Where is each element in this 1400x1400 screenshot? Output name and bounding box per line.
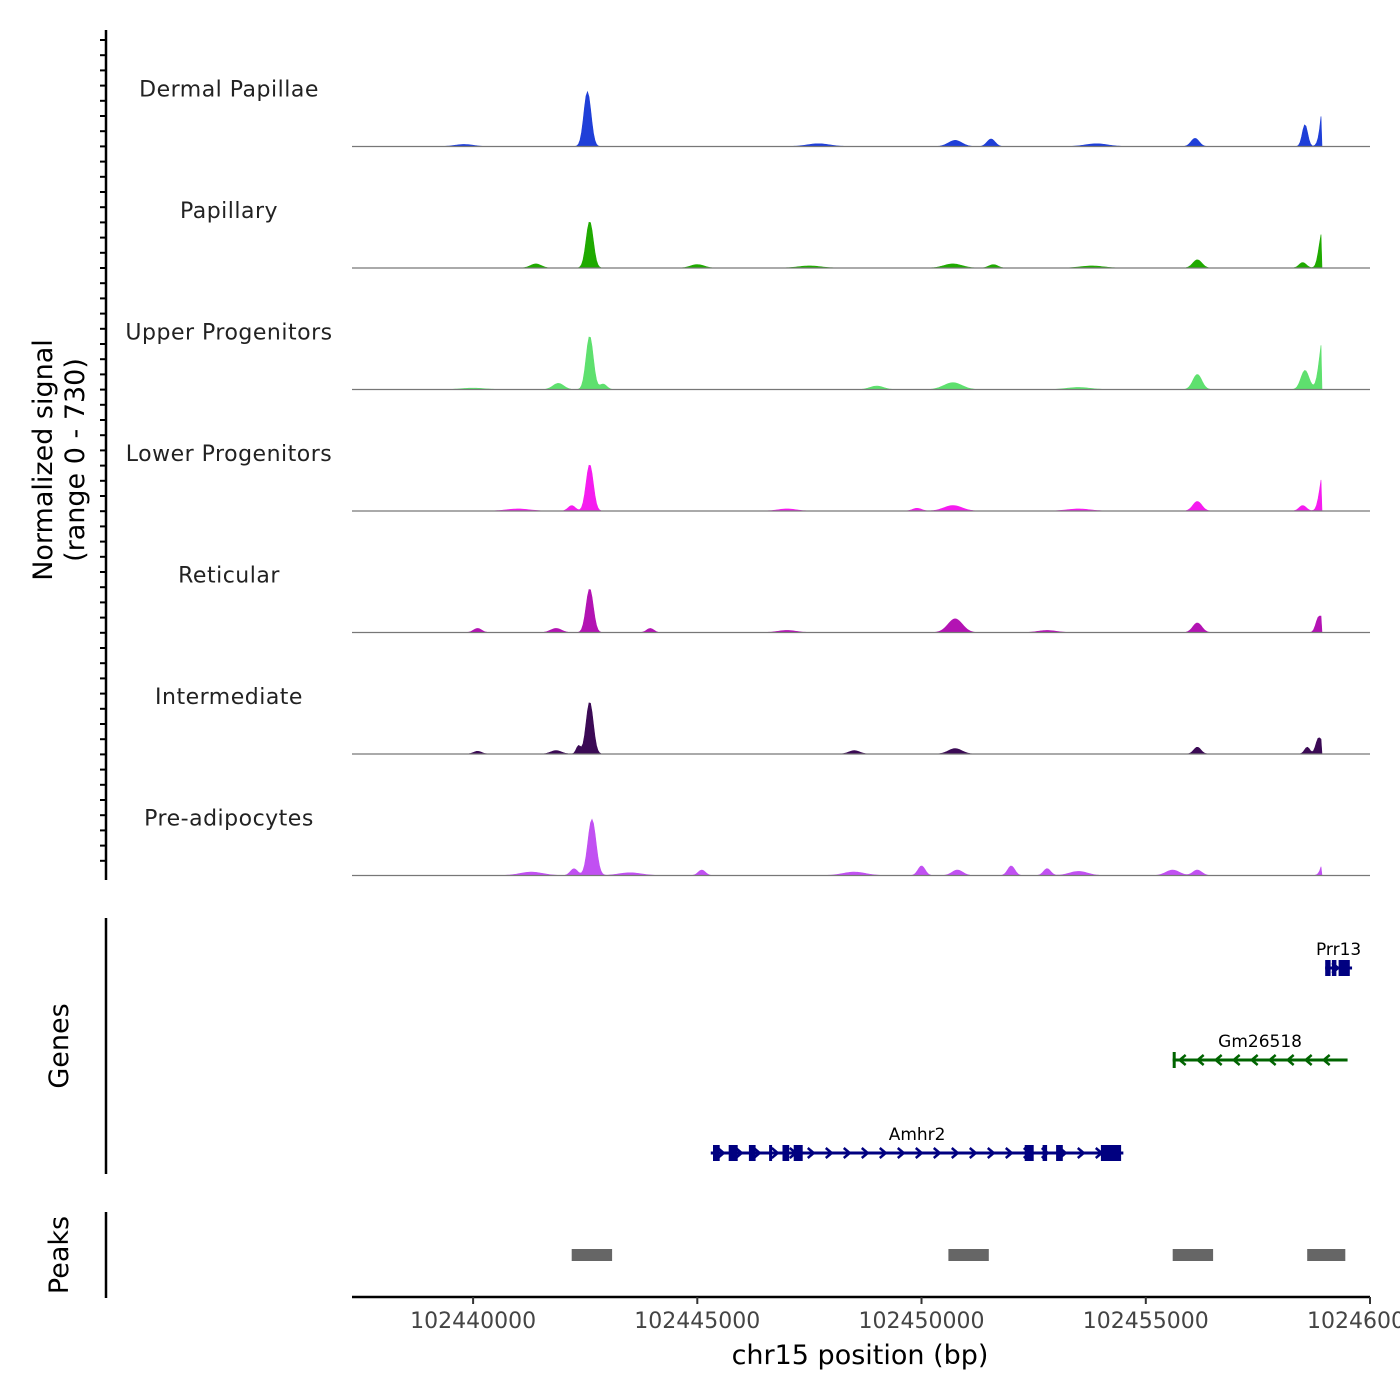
- peak-regions-track: [571, 1249, 1346, 1261]
- strand-arrow: [914, 1147, 924, 1159]
- strand-arrow: [1004, 1147, 1014, 1159]
- exon-block: [1172, 1052, 1176, 1068]
- exon-block: [1024, 1145, 1034, 1161]
- x-tick-label: 102460000: [1307, 1309, 1400, 1334]
- gene-label: Prr13: [1316, 940, 1361, 960]
- exon-block: [1338, 960, 1350, 976]
- strand-arrow: [860, 1147, 870, 1159]
- coverage-tracks: Dermal Papillae Papillary Upper Progenitor…: [125, 78, 1370, 877]
- strand-arrow: [734, 1147, 744, 1159]
- y-axis-label: Normalized signal: [28, 339, 59, 581]
- gene-gm26518: Gm26518: [1172, 1032, 1348, 1068]
- exon-block: [1331, 960, 1337, 976]
- track-papillary: Papillary: [180, 199, 1370, 269]
- strand-arrow: [1285, 1054, 1295, 1066]
- strand-arrow: [1177, 1054, 1187, 1066]
- strand-arrow: [1195, 1054, 1205, 1066]
- track-label: Papillary: [180, 199, 278, 224]
- gene-annotation-track: Prr13 Gm26518 Amhr2: [710, 940, 1361, 1161]
- y-axis-range-label: (range 0 - 730): [60, 358, 91, 562]
- track-intermediate: Intermediate: [155, 685, 1370, 755]
- x-axis-ticks: 102440000 102445000 102450000 102455000 1024…: [410, 1297, 1400, 1334]
- x-tick-label: 102445000: [634, 1309, 760, 1334]
- strand-arrow: [824, 1147, 834, 1159]
- exon-block: [1325, 960, 1331, 976]
- track-label: Pre-adipocytes: [144, 807, 314, 832]
- exon-block: [1042, 1145, 1048, 1161]
- peak-region: [1307, 1249, 1346, 1261]
- strand-arrow: [986, 1147, 996, 1159]
- strand-arrow: [1213, 1054, 1223, 1066]
- strand-arrow: [932, 1147, 942, 1159]
- x-tick-label: 102455000: [1083, 1309, 1209, 1334]
- coverage-area-reticular: [397, 589, 1323, 633]
- exon-block: [769, 1145, 773, 1161]
- exon-block: [1100, 1145, 1122, 1161]
- gene-prr13: Prr13: [1316, 940, 1361, 976]
- gene-label: Amhr2: [889, 1125, 946, 1145]
- track-upper-progenitors: Upper Progenitors: [125, 321, 1370, 391]
- track-lower-progenitors: Lower Progenitors: [126, 442, 1370, 512]
- exon-block: [793, 1145, 803, 1161]
- strand-arrow: [716, 1147, 726, 1159]
- exon-block: [748, 1145, 756, 1161]
- coverage-area-upper-progenitors: [397, 336, 1323, 390]
- strand-arrow: [806, 1147, 816, 1159]
- strand-arrow: [770, 1147, 780, 1159]
- exon-block: [782, 1145, 790, 1161]
- track-pre-adipocytes: Pre-adipocytes: [144, 807, 1370, 877]
- strand-arrow: [1076, 1147, 1086, 1159]
- strand-arrow: [842, 1147, 852, 1159]
- track-label: Dermal Papillae: [139, 78, 319, 103]
- strand-arrow: [752, 1147, 762, 1159]
- exon-block: [1056, 1145, 1063, 1161]
- track-label: Reticular: [178, 564, 280, 589]
- strand-arrow: [950, 1147, 960, 1159]
- track-reticular: Reticular: [178, 564, 1370, 634]
- peak-region: [571, 1249, 613, 1261]
- strand-arrow: [968, 1147, 978, 1159]
- coverage-area-intermediate: [397, 702, 1323, 755]
- peak-region: [948, 1249, 989, 1261]
- strand-arrow: [1249, 1054, 1259, 1066]
- coverage-area-lower-progenitors: [397, 464, 1323, 512]
- track-label: Lower Progenitors: [126, 442, 332, 467]
- strand-arrow: [1231, 1054, 1241, 1066]
- strand-arrow: [896, 1147, 906, 1159]
- peak-region: [1172, 1249, 1214, 1261]
- coverage-y-ticks: [100, 39, 106, 862]
- track-label: Intermediate: [155, 685, 303, 710]
- coverage-area-dermal-papillae: [397, 90, 1323, 147]
- peaks-axis-label: Peaks: [44, 1216, 75, 1294]
- coverage-y-axis: [100, 30, 108, 880]
- coverage-area-pre-adipocytes: [397, 818, 1323, 876]
- x-tick-label: 102450000: [859, 1309, 985, 1334]
- strand-arrow: [878, 1147, 888, 1159]
- strand-arrow: [1267, 1054, 1277, 1066]
- track-label: Upper Progenitors: [125, 321, 332, 346]
- coverage-area-papillary: [397, 221, 1323, 269]
- gene-amhr2: Amhr2: [710, 1125, 1124, 1161]
- strand-arrow: [1303, 1054, 1313, 1066]
- strand-arrow: [1321, 1054, 1331, 1066]
- x-axis-label: chr15 position (bp): [732, 1340, 989, 1371]
- x-tick-label: 102440000: [410, 1309, 536, 1334]
- genes-axis-label: Genes: [44, 1003, 75, 1088]
- gene-label: Gm26518: [1218, 1032, 1302, 1052]
- track-dermal-papillae: Dermal Papillae: [139, 78, 1370, 148]
- exon-block: [728, 1145, 738, 1161]
- exon-block: [713, 1145, 720, 1161]
